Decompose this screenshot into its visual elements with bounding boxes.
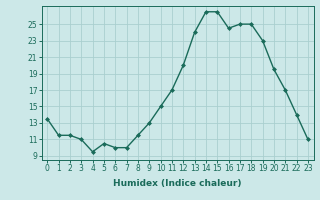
- X-axis label: Humidex (Indice chaleur): Humidex (Indice chaleur): [113, 179, 242, 188]
